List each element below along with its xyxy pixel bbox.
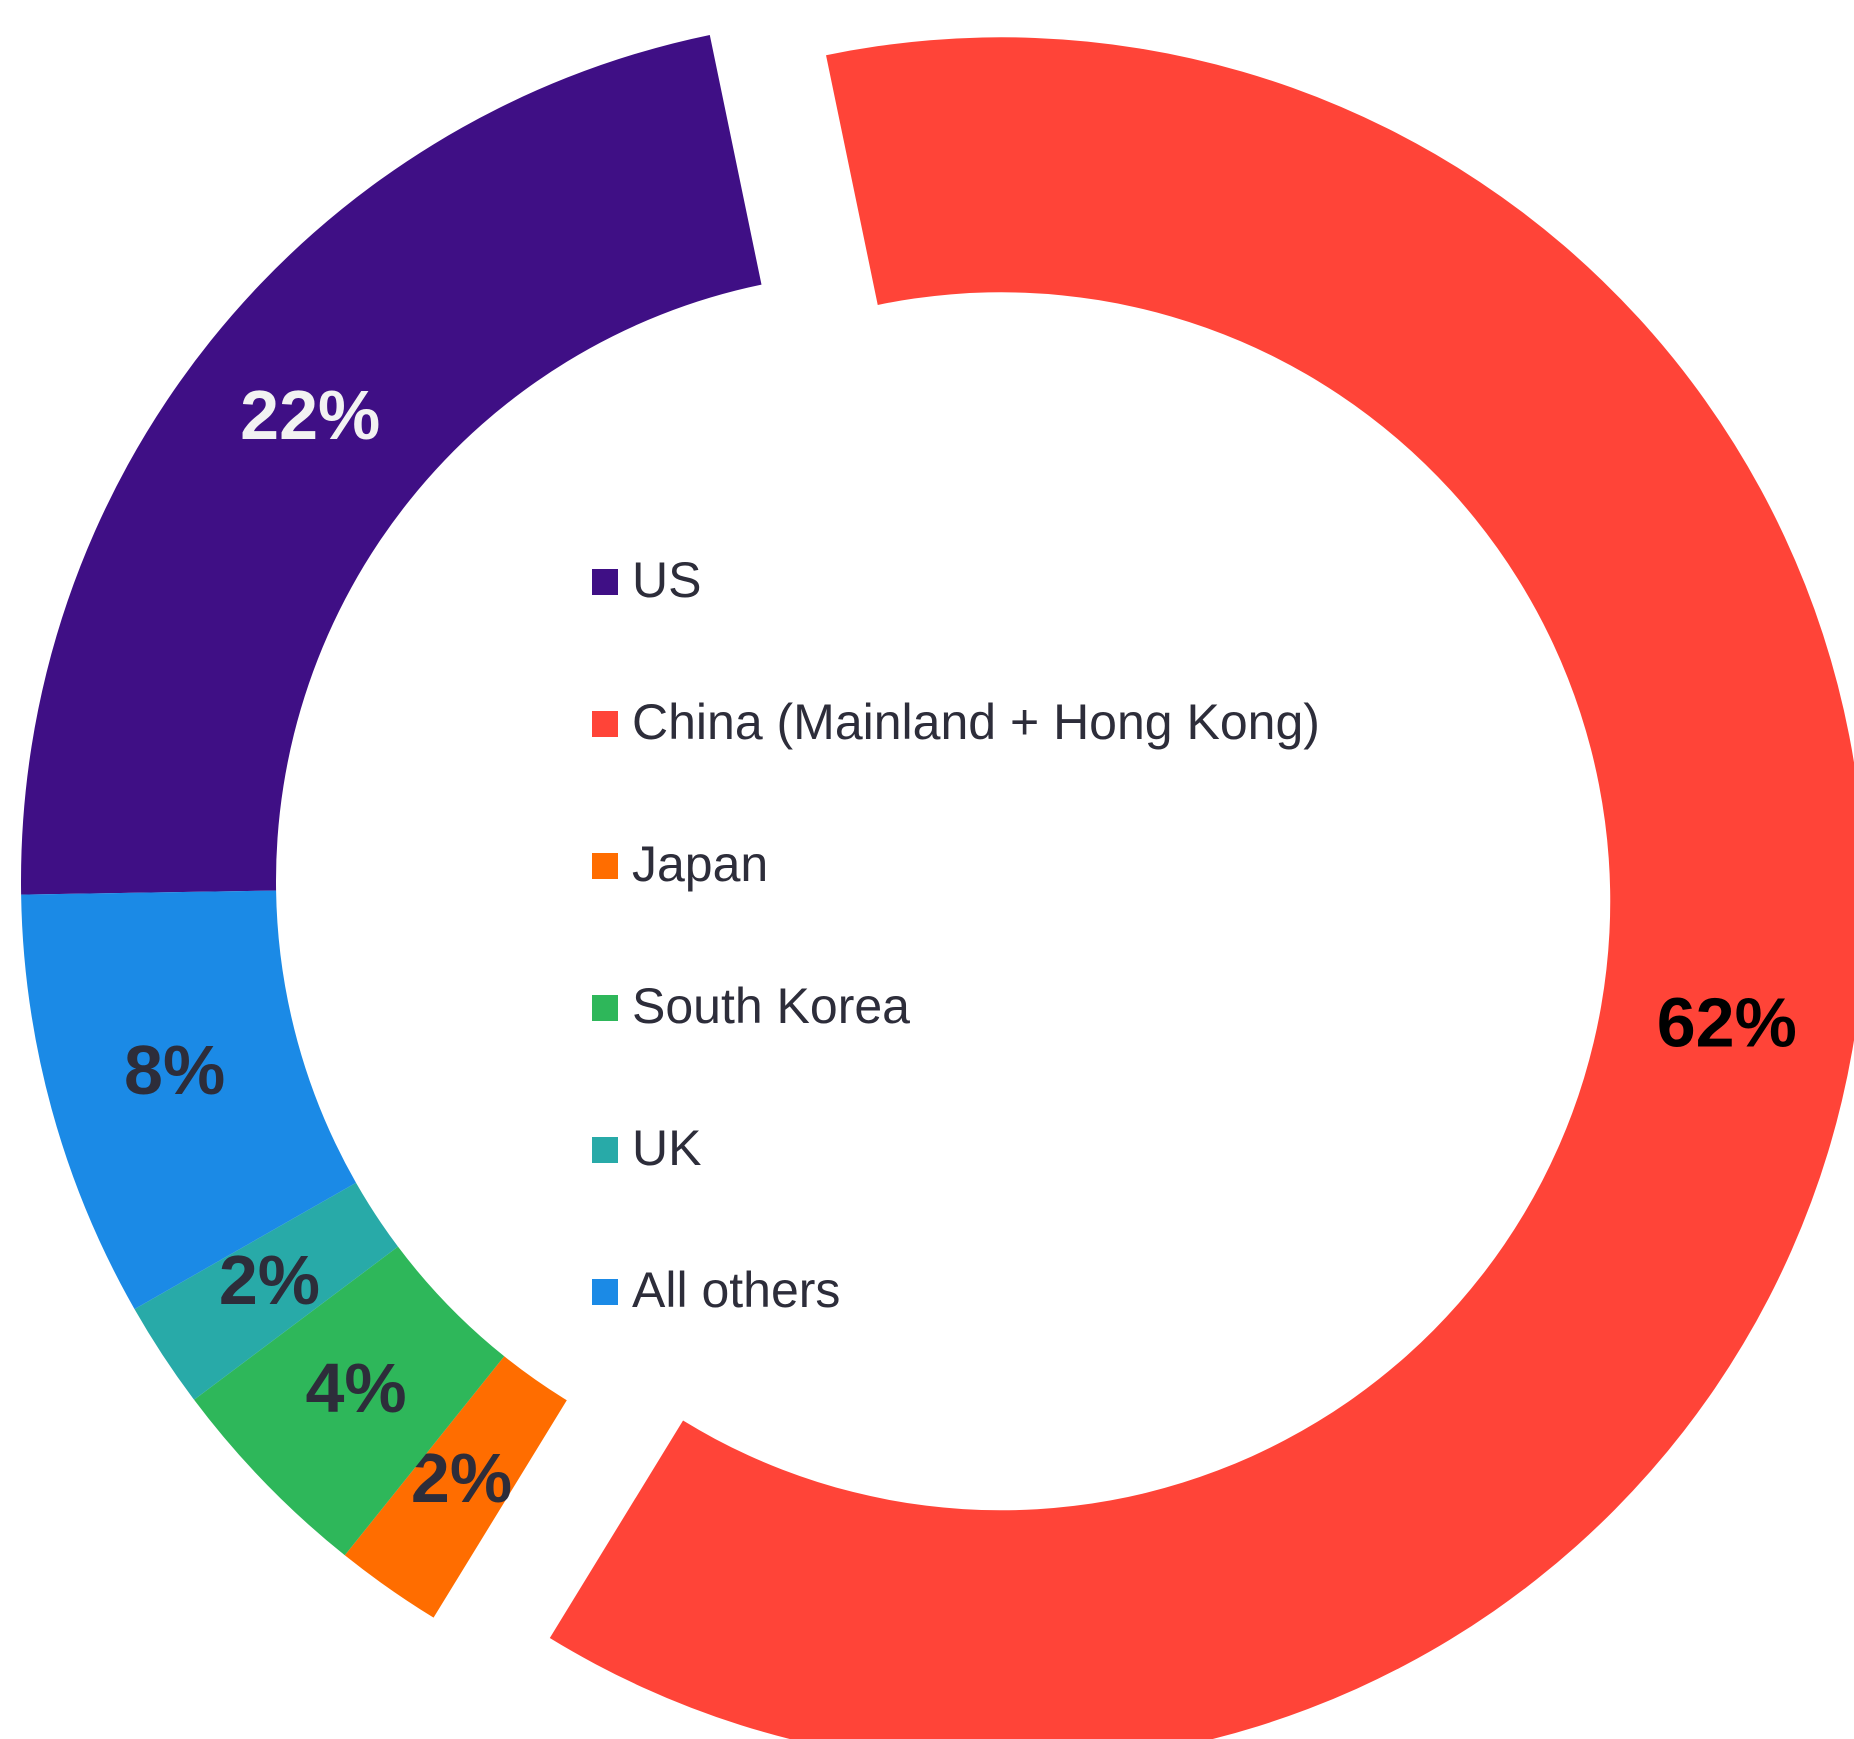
legend-label: UK bbox=[632, 1120, 701, 1176]
value-label: 22% bbox=[240, 376, 380, 454]
legend-label: China (Mainland + Hong Kong) bbox=[632, 694, 1320, 750]
donut-slice bbox=[134, 1182, 398, 1400]
legend-swatch bbox=[592, 853, 618, 879]
donut-slice bbox=[549, 37, 1854, 1739]
legend-swatch bbox=[592, 569, 618, 595]
value-label: 62% bbox=[1657, 983, 1797, 1061]
donut-slice bbox=[344, 1356, 567, 1618]
legend-label: Japan bbox=[632, 836, 768, 892]
legend-swatch bbox=[592, 711, 618, 737]
value-label: 2% bbox=[219, 1241, 320, 1319]
donut-slice bbox=[194, 1246, 505, 1556]
legend-label: US bbox=[632, 552, 701, 608]
value-label: 2% bbox=[411, 1439, 512, 1517]
legend-swatch bbox=[592, 1279, 618, 1305]
value-label: 4% bbox=[306, 1349, 407, 1427]
legend-label: South Korea bbox=[632, 978, 910, 1034]
donut-slice bbox=[20, 34, 762, 895]
legend-swatch bbox=[592, 995, 618, 1021]
donut-slice bbox=[21, 890, 357, 1310]
legend-swatch bbox=[592, 1137, 618, 1163]
legend-label: All others bbox=[632, 1262, 840, 1318]
value-label: 8% bbox=[124, 1031, 225, 1109]
